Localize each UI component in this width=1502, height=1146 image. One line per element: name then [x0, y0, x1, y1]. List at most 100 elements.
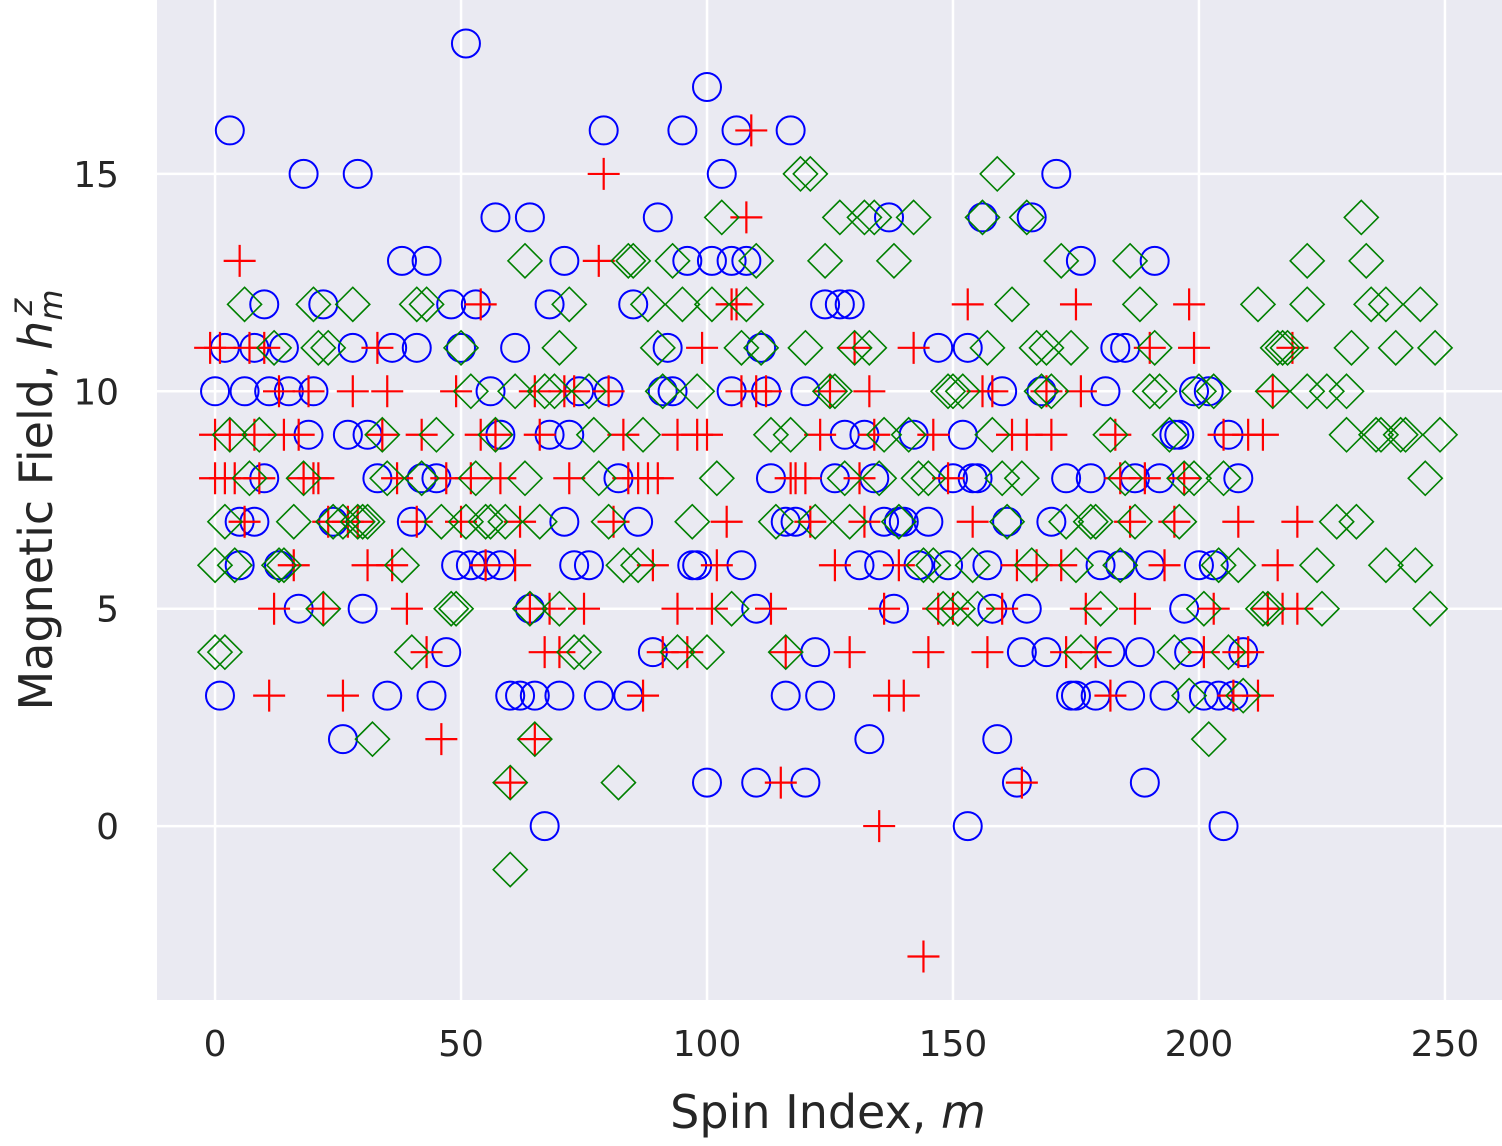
diamond-marker — [1161, 503, 1198, 540]
plus-marker — [912, 636, 945, 669]
diamond-marker — [590, 503, 627, 540]
plus-marker — [258, 592, 291, 625]
diamond-marker — [492, 764, 529, 801]
plus-marker — [1079, 636, 1112, 669]
plus-marker — [533, 592, 566, 625]
diamond-marker — [1412, 590, 1449, 627]
y-tick-label: 15 — [73, 155, 119, 196]
diamond-marker — [1338, 503, 1375, 540]
circle-marker — [1124, 637, 1155, 668]
plus-marker — [1050, 636, 1083, 669]
diamond-marker — [541, 329, 578, 366]
plus-marker — [971, 636, 1004, 669]
circle-marker — [696, 245, 727, 276]
diamond-marker — [969, 329, 1006, 366]
diamond-marker — [1269, 329, 1306, 366]
circle-marker — [1065, 245, 1096, 276]
diamond-marker — [728, 286, 765, 323]
plus-marker — [484, 462, 517, 495]
circle-marker — [647, 376, 678, 407]
plus-marker — [813, 375, 846, 408]
circle-marker — [549, 245, 580, 276]
diamond-marker — [934, 373, 972, 410]
plus-marker — [1256, 375, 1289, 408]
circle-marker — [716, 245, 747, 276]
diamond-marker — [674, 503, 711, 540]
plus-marker — [986, 592, 1019, 625]
diamond-marker — [664, 286, 701, 323]
plus-marker — [405, 418, 438, 451]
circle-marker — [746, 332, 777, 363]
plus-marker — [440, 375, 473, 408]
diamond-marker — [1195, 373, 1232, 410]
x-axis-label: Spin Index, m — [670, 1085, 986, 1139]
plus-marker — [518, 375, 551, 408]
plus-marker — [907, 940, 940, 973]
diamond-marker — [1421, 416, 1459, 453]
diamond-marker — [1333, 329, 1370, 366]
diamond-marker — [1289, 373, 1326, 410]
plus-marker — [686, 331, 719, 364]
diamond-marker — [797, 503, 834, 540]
diamond-marker — [964, 199, 1001, 236]
diamond-marker — [1013, 547, 1050, 584]
diamond-marker — [231, 460, 268, 497]
plus-marker — [553, 462, 586, 495]
circle-marker — [952, 332, 983, 363]
circle-marker — [824, 289, 855, 320]
diamond-marker — [1141, 373, 1178, 410]
diamond-marker — [925, 590, 962, 627]
diamond-marker — [1367, 547, 1405, 584]
plus-marker — [951, 288, 984, 321]
diamond-marker — [310, 329, 347, 366]
diamond-marker — [1151, 416, 1188, 453]
diamond-marker — [1131, 373, 1168, 410]
diamond-marker — [929, 373, 967, 410]
circle-marker — [810, 289, 841, 320]
diamond-marker — [831, 503, 868, 540]
diamond-marker — [772, 416, 809, 453]
plus-marker — [848, 505, 881, 538]
circle-marker — [1085, 550, 1116, 581]
diamond-marker — [541, 590, 578, 627]
diamond-marker — [880, 503, 917, 540]
diamond-marker — [1156, 634, 1193, 671]
diamond-marker — [349, 503, 386, 540]
circle-marker — [249, 289, 280, 320]
diamond-marker — [1033, 373, 1070, 410]
diamond-marker — [334, 286, 371, 323]
diamond-marker — [1343, 199, 1380, 236]
diamond-marker — [472, 503, 509, 540]
circle-marker — [1129, 767, 1160, 798]
circle-marker — [342, 158, 373, 189]
circle-marker — [952, 811, 983, 842]
circle-marker — [1036, 506, 1067, 537]
diamond-marker — [659, 634, 696, 671]
diamond-marker — [979, 155, 1016, 193]
plus-marker — [587, 157, 620, 190]
plus-marker — [592, 375, 625, 408]
plus-marker — [956, 505, 989, 538]
circle-marker — [559, 550, 590, 581]
diamond-marker — [1328, 373, 1365, 410]
plus-marker — [499, 549, 532, 582]
diamond-marker — [1308, 373, 1345, 410]
circle-marker — [874, 202, 905, 233]
circle-marker — [327, 724, 358, 755]
diamond-marker — [1018, 329, 1055, 366]
plus-marker — [1064, 375, 1097, 408]
diamond-marker — [610, 242, 647, 280]
diamond-marker — [757, 503, 795, 540]
diamond-marker — [1377, 329, 1414, 366]
plus-marker — [504, 505, 537, 538]
circle-marker — [386, 245, 417, 276]
circle-marker — [480, 202, 511, 233]
plus-marker — [730, 201, 763, 234]
plus-marker — [248, 331, 281, 364]
diamond-marker — [1402, 286, 1439, 323]
plus-marker — [1094, 679, 1127, 712]
diamond-marker — [639, 329, 676, 366]
diamond-marker — [984, 460, 1021, 497]
circle-marker — [888, 506, 919, 537]
diamond-marker — [344, 503, 381, 540]
